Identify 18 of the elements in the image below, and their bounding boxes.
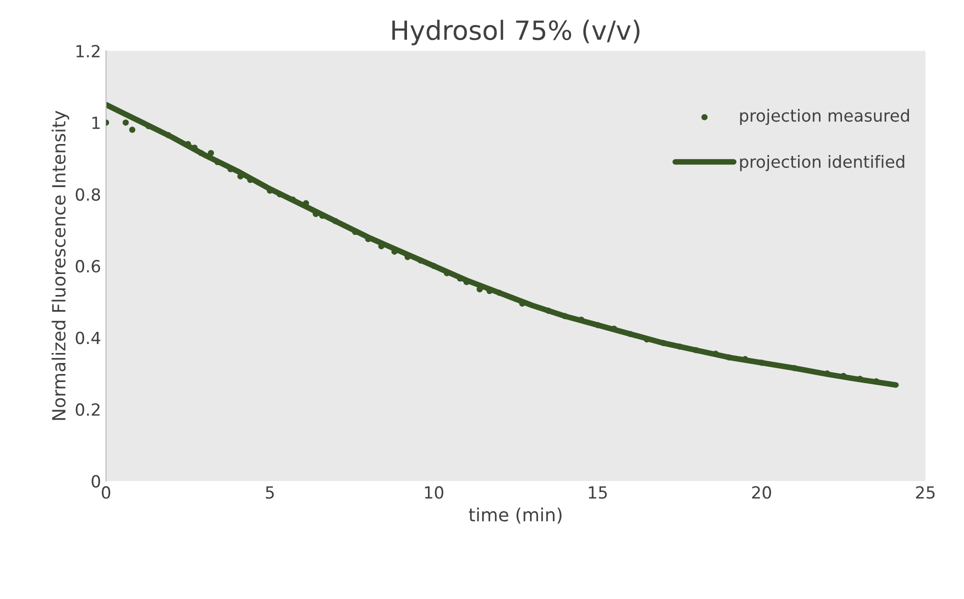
y-axis-title: Normalized Fluorescence Intensity [52, 110, 70, 420]
y-tick-label: 0.2 [76, 403, 100, 416]
x-tick-label: 10 [425, 486, 444, 499]
y-tick-label: 0.8 [76, 188, 100, 201]
y-tick-label: 1.2 [76, 44, 100, 58]
y-tick-label: 0.4 [76, 332, 100, 344]
y-tick-label: 0 [92, 474, 100, 488]
legend-label: projection measured [740, 108, 909, 126]
x-tick-label: 15 [588, 486, 607, 499]
y-tick-label: 1 [92, 116, 100, 129]
legend-label: projection identified [740, 155, 904, 172]
x-axis-title: time (min) [468, 508, 562, 524]
x-tick-label: 25 [916, 486, 935, 499]
x-tick-label: 20 [752, 486, 772, 499]
chart-title: Hydrosol 75% (v/v) [392, 20, 640, 46]
y-tick-label: 0.6 [76, 260, 100, 273]
x-tick-label: 5 [266, 486, 274, 499]
x-tick-label: 0 [102, 486, 110, 499]
